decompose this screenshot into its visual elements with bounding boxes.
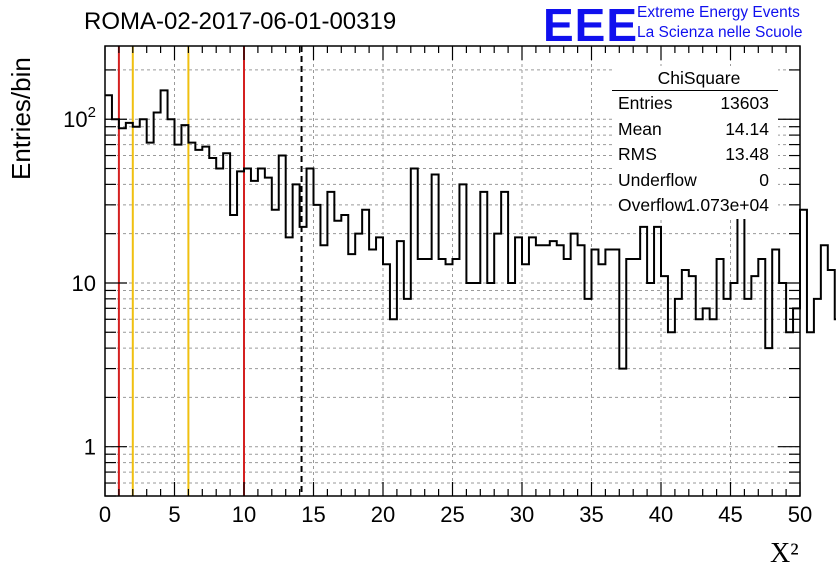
eee-logo: EEE bbox=[543, 0, 639, 51]
axis-ticks bbox=[104, 46, 801, 497]
stats-value: 13.48 bbox=[725, 144, 769, 164]
stats-label: Mean bbox=[618, 118, 662, 139]
stats-label: Entries bbox=[618, 93, 673, 113]
stats-label: Underflow bbox=[618, 169, 697, 190]
stats-value: 14.14 bbox=[725, 118, 769, 139]
y-axis-label: Entries/bin bbox=[6, 57, 36, 180]
x-tick-label: 30 bbox=[510, 502, 534, 527]
x-tick-label: 10 bbox=[232, 502, 256, 527]
stats-label: RMS bbox=[618, 144, 657, 164]
logo-line-1: Extreme Energy Events bbox=[637, 4, 800, 21]
stats-row-entries: Entries 13603 bbox=[612, 91, 778, 117]
x-tick-label: 45 bbox=[718, 502, 742, 527]
x-tick-label: 20 bbox=[371, 502, 395, 527]
x-tick-label: 15 bbox=[301, 502, 325, 527]
logo-caption: Extreme Energy Events La Scienza nelle S… bbox=[637, 3, 802, 43]
histogram-line bbox=[105, 89, 836, 370]
stats-value: 0 bbox=[759, 169, 769, 190]
x-tick-label: 40 bbox=[649, 502, 673, 527]
y-tick-label: 10 bbox=[72, 271, 96, 296]
x-tick-labels: 0 5 10 15 20 25 30 35 40 45 50 bbox=[99, 502, 812, 527]
reference-lines bbox=[117, 46, 303, 496]
stats-label: Overflow bbox=[618, 195, 688, 215]
stats-row-underflow: Underflow 0 bbox=[612, 168, 778, 194]
stats-value: 13603 bbox=[720, 93, 769, 113]
stats-title: ChiSquare bbox=[612, 66, 778, 91]
y-tick-label: 102 bbox=[63, 104, 96, 132]
grid bbox=[105, 46, 800, 496]
x-tick-label: 0 bbox=[99, 502, 111, 527]
chart-title: ROMA-02-2017-06-01-00319 bbox=[84, 8, 397, 35]
y-tick-labels: 1 10 102 bbox=[63, 104, 96, 459]
x-tick-label: 50 bbox=[788, 502, 812, 527]
x-tick-label: 25 bbox=[440, 502, 464, 527]
stats-box: ChiSquare Entries 13603 Mean 14.14 RMS 1… bbox=[612, 66, 778, 219]
stats-row-rms: RMS 13.48 bbox=[612, 142, 778, 168]
stats-row-overflow: Overflow 1.073e+04 bbox=[612, 193, 778, 219]
stats-row-mean: Mean 14.14 bbox=[612, 117, 778, 143]
x-axis-label: X² bbox=[770, 538, 799, 569]
y-tick-label: 1 bbox=[84, 435, 96, 460]
x-tick-label: 5 bbox=[168, 502, 180, 527]
logo-line-2: La Scienza nelle Scuole bbox=[637, 24, 803, 41]
x-tick-label: 35 bbox=[579, 502, 603, 527]
stats-value: 1.073e+04 bbox=[685, 195, 769, 215]
